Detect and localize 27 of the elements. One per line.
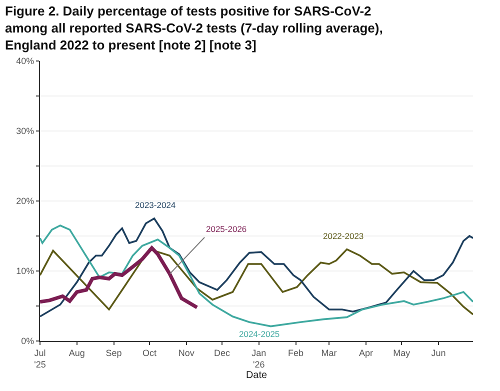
y-tick-label: 20% (16, 196, 34, 206)
line-series (40, 246, 199, 310)
line-series (40, 224, 473, 328)
x-tick-label: May (393, 348, 411, 358)
x-tick-label: Aug (68, 348, 85, 358)
series-label: 2022-2023 (323, 231, 364, 241)
x-tick-label: Jul '25 (34, 348, 46, 370)
text: 2025-2026 (206, 224, 247, 234)
x-tick-label: Oct (142, 348, 157, 358)
series-label: 2023-2024 (135, 200, 176, 210)
x-tick-label: Mar (321, 348, 337, 358)
x-tick-label: Dec (214, 348, 230, 358)
x-tick-label: Apr (358, 348, 373, 358)
x-tick-label: Sep (106, 348, 122, 358)
y-tick-label: 30% (16, 126, 34, 136)
y-tick-label: 10% (16, 266, 34, 276)
line-series (40, 218, 473, 318)
x-axis-title: Date (246, 370, 268, 381)
x-tick-label: Nov (178, 348, 195, 358)
chart-title: Figure 2. Daily percentage of tests positive for SARS-CoV-2 among all reported SARS-CoV-2 tests (7-day rolling average), England 2022 to present [note 2] [note 3] (5, 4, 383, 52)
x-tick-label: Jun (431, 348, 446, 358)
x-tick-label: Feb (288, 348, 304, 358)
series-label: 2024-2025 (239, 329, 280, 339)
y-tick-label: 0% (21, 336, 34, 346)
line-series (40, 248, 473, 316)
y-tick-label: 40% (16, 56, 34, 66)
x-tick-label: Jan '26 (252, 348, 266, 370)
